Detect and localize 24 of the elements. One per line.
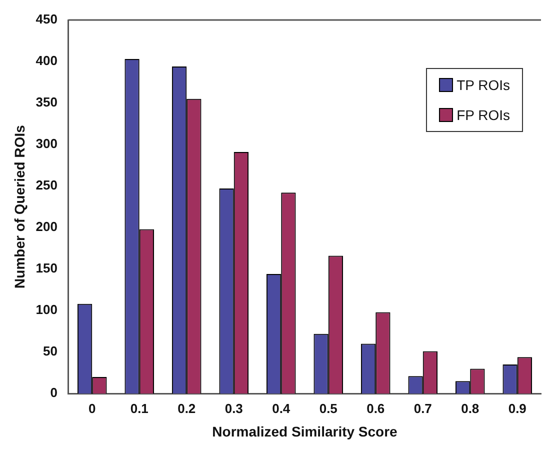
y-tick-label: 50 bbox=[43, 344, 58, 359]
x-tick-label: 0 bbox=[88, 400, 96, 416]
x-axis-title: Normalized Similarity Score bbox=[212, 423, 398, 440]
x-tick-label: 0.8 bbox=[461, 400, 480, 416]
y-tick-label: 450 bbox=[36, 12, 58, 27]
y-tick-label: 250 bbox=[36, 178, 58, 193]
y-axis-title: Number of Queried ROIs bbox=[11, 124, 28, 288]
x-tick-label: 0.5 bbox=[319, 400, 338, 416]
y-tick-label: 0 bbox=[50, 385, 58, 400]
x-tick-label: 0.3 bbox=[224, 400, 243, 416]
x-tick-label: 0.7 bbox=[414, 400, 432, 416]
legend-label: FP ROIs bbox=[456, 107, 510, 123]
y-tick-label: 200 bbox=[36, 219, 58, 234]
y-tick-label: 150 bbox=[36, 260, 58, 276]
y-tick-label: 350 bbox=[36, 94, 58, 110]
y-tick-label: 100 bbox=[36, 302, 58, 318]
legend-label: TP ROIs bbox=[456, 77, 510, 93]
x-tick-label: 0.4 bbox=[272, 400, 291, 416]
y-tick-label: 400 bbox=[36, 53, 58, 68]
x-tick-label: 0.1 bbox=[130, 400, 148, 416]
x-tick-label: 0.2 bbox=[178, 400, 196, 416]
x-tick-label: 0.9 bbox=[508, 400, 526, 416]
y-tick-label: 300 bbox=[36, 136, 58, 152]
x-tick-label: 0.6 bbox=[366, 400, 385, 416]
